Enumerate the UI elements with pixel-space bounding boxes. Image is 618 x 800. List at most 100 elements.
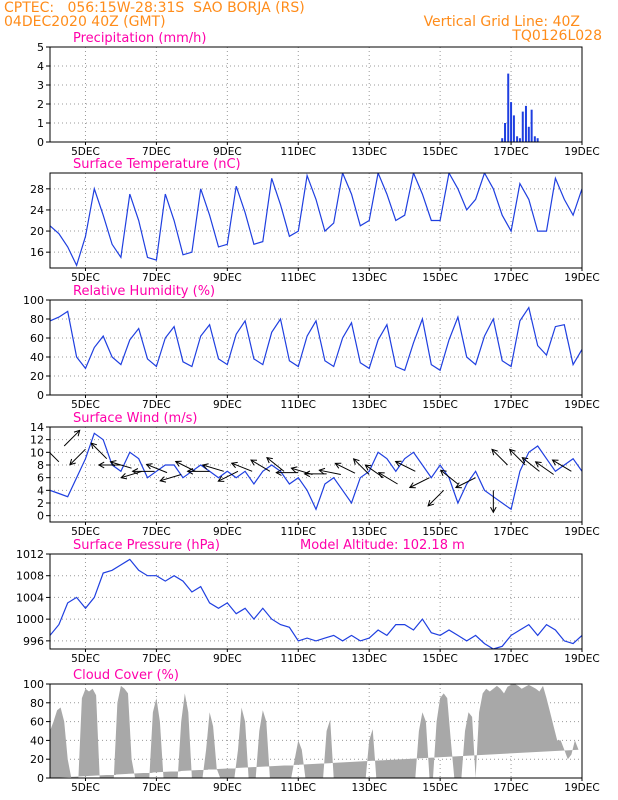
wind-vector-head [427,499,435,507]
cloud-ytick-label: 40 [30,734,44,747]
precip-plot [501,73,539,142]
wind-plot [43,429,582,514]
temp-xtick-label: 7DEC [142,272,171,284]
wind-vector-head [145,463,153,470]
precip-bar [527,126,530,142]
precip-bar [507,73,510,142]
rh-xtick-label: 19DEC [564,399,599,411]
wind-vector-head [90,442,98,450]
wind-vector-head [377,472,385,479]
pres-xtick-label: 17DEC [493,653,528,665]
cloud-ytick-label: 80 [30,697,44,710]
pres-series-line [50,558,582,649]
chart-header: CPTEC: 056:15W-28:31S SAO BORJA (RS) 04D… [0,0,618,44]
wind-vector [110,461,132,469]
cloud-ytick-label: 20 [30,753,44,766]
precip-ytick-label: 1 [37,117,44,130]
cloud-xtick-label: 15DEC [422,782,457,794]
pres-plot [50,558,582,649]
cloud-xtick-label: 17DEC [493,782,528,794]
wind-vector-head [394,460,402,467]
wind-vector-head [551,459,559,466]
pres-ytick-label: 1012 [16,548,44,561]
wind-vector [552,459,572,472]
rh-panel: 0 20 40 60 80 100 5DEC 7DEC 9DEC 11DEC 13DEC 15DEC 1… [23,284,600,411]
wind-vector [50,452,60,463]
temp-ytick-label: 16 [30,246,44,259]
wind-vector [353,458,370,475]
temp-xtick-label: 17DEC [493,272,528,284]
rh-xtick-label: 13DEC [351,399,386,411]
rh-ytick-label: 60 [30,332,44,345]
temp-xtick-label: 13DEC [351,272,386,284]
model-label: TQ0126L028 [512,28,602,44]
rh-plot [50,306,582,372]
pres-panel: 996 1000 1004 1008 1012 5DEC 7DEC 9DEC 11DEC 13DE… [16,538,600,665]
precip-bar [530,109,533,142]
wind-vector [120,470,143,479]
temp-series-line [50,173,582,268]
precip-ytick-label: 5 [37,41,44,54]
precip-bar [510,102,513,142]
temp-xtick-label: 19DEC [564,272,599,284]
cloud-panel: 0 20 40 60 80 100 5DEC 7DEC 9DEC 11DEC 13DEC 15DEC 1… [23,668,600,794]
pres-xtick-label: 5DEC [71,653,100,665]
wind-vector-head [186,468,194,475]
wind-vector-head [43,446,49,452]
run-date-label: 04DEC2020 40Z (GMT) [4,14,166,30]
precip-panel: 0 1 2 3 4 5 5DEC 7DEC 9DEC 11DEC 13DEC 15DEC 17DEC 19… [37,31,600,158]
wind-vector [218,470,239,482]
rh-xtick-label: 17DEC [493,399,528,411]
rh-frame [49,299,583,396]
wind-vector [231,462,253,472]
pres-xtick-label: 15DEC [422,653,457,665]
wind-xtick-label: 7DEC [142,526,171,538]
precip-ytick-label: 3 [37,79,44,92]
temp-ytick-label: 20 [30,225,44,238]
cloud-xtick-label: 7DEC [142,782,171,794]
pres-ytick-label: 1000 [16,613,44,626]
wind-xtick-label: 19DEC [564,526,599,538]
wind-vector-head [439,469,447,476]
pres-xtick-label: 13DEC [351,653,386,665]
precip-ytick-label: 0 [37,136,44,149]
wind-ytick-label: 14 [30,421,44,434]
wind-ytick-label: 6 [37,472,44,485]
wind-vector-head [97,461,105,469]
precip-xtick-label: 7DEC [142,146,171,158]
wind-xtick-label: 11DEC [281,526,316,538]
rh-ytick-label: 80 [30,313,44,326]
wind-vector-head [318,467,326,475]
pres-frame [49,553,583,650]
pres-ytick-label: 1004 [16,591,44,604]
rh-xtick-label: 5DEC [71,399,100,411]
precip-xtick-label: 17DEC [493,146,528,158]
precip-bar [501,138,504,142]
wind-vector-head [120,473,128,480]
wind-vector [175,461,196,472]
wind-ytick-label: 4 [37,484,44,497]
precip-bar [524,105,527,142]
rh-xtick-label: 11DEC [281,399,316,411]
wind-vector-head [508,448,516,456]
cloud-plot [50,684,579,778]
wind-vector [395,461,416,472]
wind-vector [521,457,540,472]
wind-vector-head [73,429,81,437]
wind-vector-head [266,456,273,464]
rh-ytick-label: 100 [23,294,44,307]
pres-title: Surface Pressure (hPa) [73,538,220,553]
temp-title: Surface Temperature (nC) [73,157,241,172]
rh-ytick-label: 40 [30,351,44,364]
precip-xtick-label: 15DEC [422,146,457,158]
wind-vector-head [490,506,497,514]
cloud-title: Cloud Cover (%) [73,668,179,683]
wind-vector [69,448,86,466]
wind-vector-head [201,463,209,470]
cloud-ytick-label: 60 [30,716,44,729]
wind-vector-head [334,462,342,469]
cloud-xtick-label: 19DEC [564,782,599,794]
pres-xtick-label: 11DEC [281,653,316,665]
wind-ytick-label: 12 [30,434,44,447]
